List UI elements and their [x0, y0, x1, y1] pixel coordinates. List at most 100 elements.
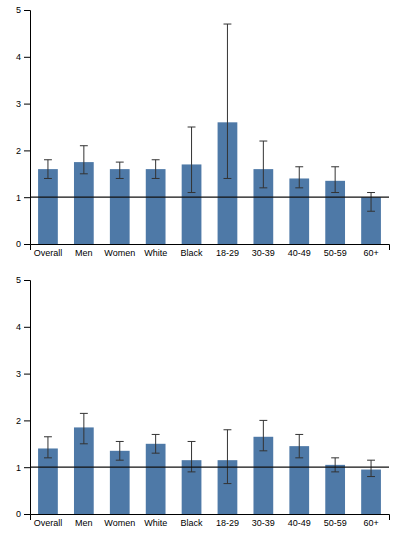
- x-tick: 18-29: [216, 514, 239, 528]
- error-line: [47, 437, 48, 458]
- error-bar: [80, 146, 88, 174]
- x-tick: Overall: [34, 244, 63, 258]
- tick-label: Overall: [34, 518, 63, 528]
- error-cap: [224, 24, 232, 25]
- error-cap: [80, 443, 88, 444]
- tick-label: Men: [75, 248, 93, 258]
- x-tick: 60+: [363, 514, 378, 528]
- x-tick: 60+: [363, 244, 378, 258]
- error-bar: [295, 167, 303, 188]
- error-line: [119, 441, 120, 460]
- tick-label: 40-49: [288, 248, 311, 258]
- x-tick: 50-59: [324, 514, 347, 528]
- x-tick: White: [144, 244, 167, 258]
- chart-root: 0 1 2 3 4 5 Overall Men Women White Black 18-29 30-3…: [0, 0, 397, 540]
- error-cap: [152, 159, 160, 160]
- error-bar: [224, 24, 232, 178]
- error-cap: [44, 159, 52, 160]
- x-tick: 40-49: [288, 514, 311, 528]
- y-tick: 2: [16, 416, 30, 426]
- x-tick: 30-39: [252, 244, 275, 258]
- tick-label: 3: [16, 99, 21, 109]
- tick-label: 1: [16, 193, 21, 203]
- error-bar: [80, 413, 88, 443]
- tick-mark: [24, 327, 30, 328]
- error-cap: [116, 460, 124, 461]
- error-bar: [152, 160, 160, 179]
- y-tick: 1: [16, 193, 30, 203]
- x-tick: 50-59: [324, 244, 347, 258]
- tick-label: White: [144, 248, 167, 258]
- y-tick: 5: [16, 5, 30, 15]
- error-cap: [224, 178, 232, 179]
- tick-label: Black: [181, 248, 204, 258]
- reference-line: [30, 197, 389, 198]
- tick-label: Black: [181, 518, 204, 528]
- tick-mark: [24, 150, 30, 151]
- error-cap: [295, 434, 303, 435]
- bar: [38, 169, 58, 244]
- tick-mark: [24, 467, 30, 468]
- error-line: [299, 434, 300, 457]
- tick-mark: [24, 280, 30, 281]
- y-axis: 012345: [16, 275, 31, 519]
- plot-area: [30, 24, 389, 244]
- error-line: [119, 162, 120, 178]
- error-cap: [152, 178, 160, 179]
- error-cap: [188, 127, 196, 128]
- error-cap: [367, 211, 375, 212]
- error-cap: [224, 483, 232, 484]
- axis-domain: [24, 281, 31, 515]
- tick-mark: [24, 374, 30, 375]
- error-cap: [259, 420, 267, 421]
- y-tick: 3: [16, 369, 30, 379]
- error-cap: [188, 471, 196, 472]
- error-cap: [331, 471, 339, 472]
- error-bar: [44, 437, 52, 458]
- tick-label: 30-39: [252, 518, 275, 528]
- x-axis: OverallMenWomenWhiteBlack18-2930-3940-49…: [31, 244, 390, 258]
- tick-label: 5: [16, 5, 21, 15]
- error-line: [335, 167, 336, 193]
- y-tick: 4: [16, 322, 30, 332]
- x-tick: 30-39: [252, 514, 275, 528]
- error-line: [83, 413, 84, 443]
- tick-mark: [24, 514, 30, 515]
- error-cap: [224, 429, 232, 430]
- error-line: [155, 434, 156, 453]
- error-cap: [295, 457, 303, 458]
- tick-label: 60+: [363, 518, 378, 528]
- error-cap: [116, 162, 124, 163]
- error-cap: [116, 441, 124, 442]
- error-line: [263, 420, 264, 450]
- error-bar: [152, 434, 160, 453]
- bar: [110, 169, 130, 244]
- tick-mark: [24, 420, 30, 421]
- x-tick: Women: [104, 244, 135, 258]
- error-cap: [188, 441, 196, 442]
- bar: [361, 470, 381, 514]
- error-cap: [295, 187, 303, 188]
- tick-label: 1: [16, 463, 21, 473]
- error-cap: [44, 457, 52, 458]
- error-cap: [188, 192, 196, 193]
- tick-label: 18-29: [216, 518, 239, 528]
- error-cap: [152, 453, 160, 454]
- bar: [146, 444, 166, 514]
- tick-label: 0: [16, 239, 21, 249]
- tick-label: Overall: [34, 248, 63, 258]
- error-cap: [295, 166, 303, 167]
- panel: 012345OverallMenWomenWhiteBlack18-2930-3…: [16, 275, 390, 528]
- error-cap: [259, 141, 267, 142]
- error-line: [227, 430, 228, 484]
- tick-label: 5: [16, 275, 21, 285]
- error-bar: [367, 193, 375, 212]
- error-cap: [367, 476, 375, 477]
- x-tick: Black: [181, 514, 204, 528]
- tick-label: 50-59: [324, 248, 347, 258]
- error-line: [83, 146, 84, 174]
- error-bar: [331, 458, 339, 472]
- error-bar: [188, 127, 196, 193]
- error-cap: [44, 436, 52, 437]
- error-line: [371, 460, 372, 476]
